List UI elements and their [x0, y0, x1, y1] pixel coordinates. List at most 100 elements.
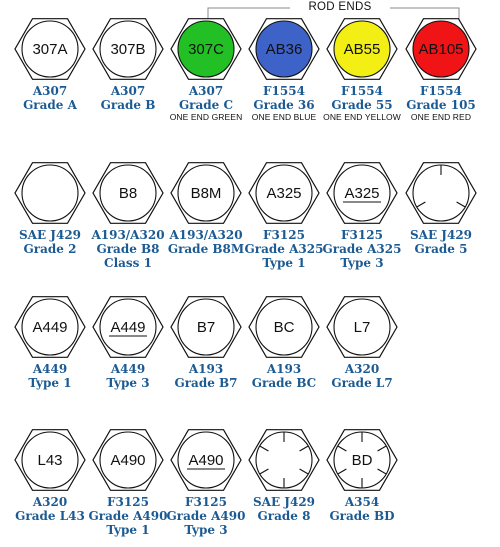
head-marking-20 — [248, 429, 320, 491]
radial-line — [299, 468, 309, 475]
radial-line — [259, 445, 269, 452]
marking-caption-line: Type 1 — [28, 376, 72, 390]
marking-caption-line: F1554 — [341, 84, 383, 98]
head-marking-15: BC — [248, 296, 320, 358]
marking-code: BD — [352, 452, 373, 469]
marking-code: A325 — [344, 185, 379, 202]
marking-caption-line: Type 3 — [184, 523, 228, 537]
head-marking-1: 307B — [92, 18, 164, 80]
marking-caption-line: A320 — [32, 495, 68, 509]
radial-line — [456, 201, 466, 208]
marking-caption-line: Grade A325 — [322, 242, 402, 256]
marking-caption-line: F3125 — [185, 495, 227, 509]
marking-code: AB55 — [344, 41, 381, 58]
bolt-marking-15: BC A193 Grade BC — [242, 294, 326, 390]
marking-caption-line: F1554 — [263, 84, 305, 98]
bolt-marking-12: A449 A449 Type 1 — [8, 294, 92, 390]
marking-code: AB105 — [418, 41, 463, 58]
bolt-marking-3: AB36 F1554 Grade 36 ONE END BLUE — [242, 16, 326, 123]
marking-code: A325 — [266, 185, 301, 202]
marking-caption-line: A193/A320 — [169, 228, 243, 242]
bolt-marking-6: SAE J429 Grade 2 — [8, 160, 92, 256]
bolt-marking-18: A490 F3125 Grade A490 Type 1 — [86, 427, 170, 537]
marking-caption-line: Grade A490 — [88, 509, 168, 523]
bolt-marking-0: 307A A307 Grade A — [8, 16, 92, 112]
marking-code: 307C — [188, 41, 224, 58]
marking-caption-line: A193 — [188, 362, 224, 376]
marking-code: A490 — [110, 452, 145, 469]
head-marking-7: B8 — [92, 162, 164, 224]
marking-code: BC — [274, 319, 295, 336]
marking-caption-line: Grade B7 — [174, 376, 238, 390]
marking-caption-line: Grade BD — [329, 509, 395, 523]
marking-caption-line: Type 1 — [262, 256, 306, 270]
bolt-marking-14: B7 A193 Grade B7 — [164, 294, 248, 390]
head-marking-11 — [405, 162, 477, 224]
marking-caption-line: Grade C — [178, 98, 234, 112]
rod-ends-label: ROD ENDS — [290, 1, 390, 13]
marking-caption-line: SAE J429 — [409, 228, 473, 242]
rod-end-color-note: ONE END GREEN — [169, 112, 243, 122]
head-marking-8: B8M — [170, 162, 242, 224]
marking-caption-line: Class 1 — [104, 256, 152, 270]
marking-caption-line: Grade A — [23, 98, 77, 112]
bolt-marking-16: L7 A320 Grade L7 — [320, 294, 404, 390]
bolt-marking-11: SAE J429 Grade 5 — [399, 160, 483, 256]
head-marking-14: B7 — [170, 296, 242, 358]
marking-caption-line: Grade B8 — [96, 242, 160, 256]
marking-caption-line: A193 — [266, 362, 302, 376]
marking-caption-line: Grade A490 — [166, 509, 246, 523]
marking-code: L43 — [37, 452, 62, 469]
marking-caption-line: Grade A325 — [244, 242, 324, 256]
marking-caption-line: F3125 — [341, 228, 383, 242]
marking-caption-line: Grade 5 — [414, 242, 468, 256]
marking-caption-line: A320 — [344, 362, 380, 376]
radial-line — [259, 468, 269, 475]
head-marking-12: A449 — [14, 296, 86, 358]
marking-code: A449 — [110, 319, 145, 336]
head-marking-19: A490 — [170, 429, 242, 491]
marking-caption-line: A354 — [344, 495, 380, 509]
marking-caption-line: Type 1 — [106, 523, 150, 537]
radial-line — [377, 468, 387, 475]
bolt-marking-9: A325 F3125 Grade A325 Type 1 — [242, 160, 326, 270]
bolt-marking-4: AB55 F1554 Grade 55 ONE END YELLOW — [320, 16, 404, 123]
marking-caption-line: Grade L7 — [331, 376, 393, 390]
head-marking-16: L7 — [326, 296, 398, 358]
radial-line — [299, 445, 309, 452]
rod-end-color-note: ONE END BLUE — [251, 112, 317, 122]
marking-caption-line: Grade L43 — [15, 509, 85, 523]
colored-rod-end-5: AB105 — [405, 18, 477, 80]
marking-caption-line: F3125 — [263, 228, 305, 242]
marking-code: B7 — [197, 319, 215, 336]
marking-caption-line: Grade 55 — [331, 98, 393, 112]
rod-end-color-note: ONE END YELLOW — [323, 112, 401, 122]
head-marking-18: A490 — [92, 429, 164, 491]
radial-line — [416, 201, 426, 208]
bolt-marking-10: A325 F3125 Grade A325 Type 3 — [320, 160, 404, 270]
head-marking-9: A325 — [248, 162, 320, 224]
marking-caption-line: A307 — [110, 84, 146, 98]
bolt-marking-19: A490 F3125 Grade A490 Type 3 — [164, 427, 248, 537]
marking-code: B8M — [191, 185, 222, 202]
marking-caption-line: Grade 36 — [253, 98, 315, 112]
head-marking-21: BD — [326, 429, 398, 491]
colored-rod-end-4: AB55 — [326, 18, 398, 80]
radial-line — [337, 445, 347, 452]
marking-caption-line: A449 — [32, 362, 68, 376]
marking-code: A490 — [188, 452, 223, 469]
bolt-marking-17: L43 A320 Grade L43 — [8, 427, 92, 523]
marking-caption-line: F1554 — [420, 84, 462, 98]
marking-caption-line: A449 — [110, 362, 146, 376]
marking-code: 307A — [32, 41, 67, 58]
marking-caption-line: Grade B8M — [167, 242, 245, 256]
marking-caption-line: SAE J429 — [252, 495, 316, 509]
rod-end-color-note: ONE END RED — [410, 112, 472, 122]
marking-caption-line: Type 3 — [340, 256, 384, 270]
bolt-marking-2: 307C A307 Grade C ONE END GREEN — [164, 16, 248, 123]
bolt-marking-8: B8M A193/A320 Grade B8M — [164, 160, 248, 256]
marking-caption-line: F3125 — [107, 495, 149, 509]
bolt-marking-13: A449 A449 Type 3 — [86, 294, 170, 390]
marking-code: A449 — [32, 319, 67, 336]
marking-code: 307B — [110, 41, 145, 58]
